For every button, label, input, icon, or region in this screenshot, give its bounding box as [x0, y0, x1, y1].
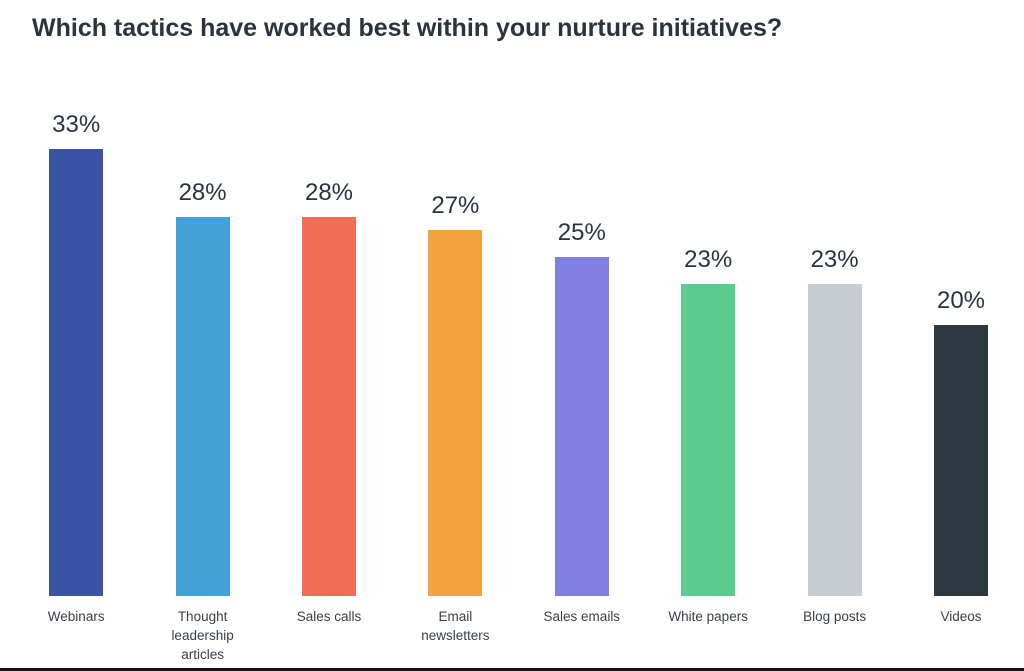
- value-label: 25%: [557, 219, 606, 247]
- bar: [302, 216, 356, 596]
- value-label: 27%: [431, 192, 480, 220]
- x-tick-label: Blog posts: [803, 609, 867, 624]
- x-tick-label: Email newsletters: [421, 609, 490, 643]
- bar: [175, 216, 230, 596]
- value-label: 28%: [304, 178, 354, 206]
- value-label: 28%: [178, 178, 227, 206]
- bar: [49, 149, 104, 596]
- x-tick-label: Sales calls: [296, 609, 362, 624]
- value-label: 20%: [936, 287, 986, 315]
- x-tick-label: Sales emails: [543, 609, 621, 624]
- value-label: 33%: [52, 111, 101, 138]
- x-tick-label: Videos: [940, 609, 982, 624]
- value-label: 23%: [684, 246, 733, 274]
- x-tick-label: Webinars: [47, 609, 105, 624]
- bar: [807, 284, 862, 596]
- bar: [554, 257, 609, 596]
- frame-edge: [0, 668, 1024, 671]
- bar: [681, 284, 736, 596]
- bar: [934, 325, 988, 596]
- bar: [428, 230, 483, 596]
- chart-title: Which tactics have worked best within yo…: [32, 14, 783, 42]
- x-tick-label: Thought leadership articles: [171, 609, 234, 662]
- x-tick-label: White papers: [668, 609, 748, 624]
- value-label: 23%: [810, 246, 859, 274]
